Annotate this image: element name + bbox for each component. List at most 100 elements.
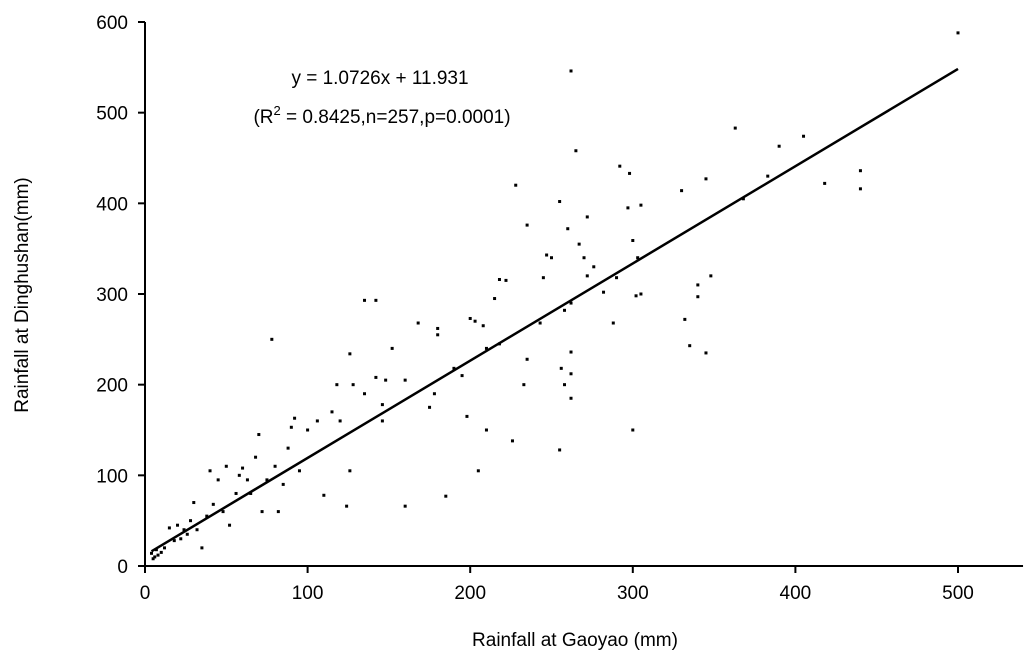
data-point [156,553,160,557]
data-point [514,183,518,187]
data-point [351,383,355,387]
data-point [150,551,154,555]
y-tick-label: 100 [96,466,128,487]
data-point [602,290,606,294]
y-tick-label: 200 [96,376,128,397]
data-point [221,510,225,514]
data-point [270,337,274,341]
data-point [159,550,163,554]
data-point [704,177,708,181]
data-point [704,351,708,355]
data-point [465,414,469,418]
y-tick-label: 300 [96,285,128,306]
data-point [558,448,562,452]
y-axis-title: Rainfall at Dinghushan(mm) [12,177,33,413]
data-point [403,504,407,508]
data-point [525,223,529,227]
data-point [639,292,643,296]
data-point [858,169,862,173]
data-point [611,321,615,325]
data-point [563,383,567,387]
data-point [273,464,277,468]
data-point [497,277,501,281]
data-point [680,189,684,193]
x-tick-label: 500 [942,583,974,604]
data-point [497,342,501,346]
data-point [823,181,827,185]
data-point [683,317,687,321]
data-point [504,278,508,282]
data-point [709,274,713,278]
data-point [380,403,384,407]
data-point [766,174,770,178]
data-point [179,537,183,541]
data-point [154,548,158,552]
data-point [436,326,440,330]
data-point [254,455,258,459]
data-point [634,294,638,298]
data-point [363,298,367,302]
data-point [315,419,319,423]
data-point [363,392,367,396]
data-point [569,69,573,73]
data-point [151,557,155,561]
data-point [473,319,477,323]
data-point [569,301,573,305]
data-point [956,31,960,35]
data-point [306,428,310,432]
data-point [639,203,643,207]
data-point [345,504,349,508]
data-point [234,491,238,495]
data-point [858,187,862,191]
data-point [631,428,635,432]
data-point [189,519,193,523]
data-point [428,405,432,409]
x-tick-label: 400 [780,583,812,604]
data-point [618,164,622,168]
data-point [476,469,480,473]
data-point [260,510,264,514]
data-point [631,239,635,243]
data-point [216,478,220,482]
y-tick-label: 600 [96,13,128,34]
data-point [335,383,339,387]
data-point [257,433,261,437]
data-point [176,523,180,527]
data-point [626,206,630,210]
data-point [566,227,570,231]
y-tick-label: 500 [96,104,128,125]
data-point [559,366,563,370]
data-point [569,372,573,376]
data-point [293,416,297,420]
data-point [585,274,589,278]
data-point [390,346,394,350]
stats-superscript: 2 [274,103,281,118]
data-point [384,378,388,382]
data-point [538,321,542,325]
data-point [493,297,497,301]
data-point [444,494,448,498]
data-point [172,539,176,543]
data-point [380,419,384,423]
data-point [330,410,334,414]
data-point [615,276,619,280]
data-point [582,256,586,260]
data-point [510,439,514,443]
data-point [481,324,485,328]
data-point [696,283,700,287]
data-point [577,242,581,246]
data-point [777,144,781,148]
data-point [289,425,293,429]
data-point [182,528,186,532]
data-point [416,321,420,325]
data-point [167,526,171,530]
x-axis-title: Rainfall at Gaoyao (mm) [472,630,678,651]
data-point [541,276,545,280]
data-point [550,256,553,260]
data-point [432,392,436,396]
data-point [245,478,249,482]
data-point [200,546,204,550]
data-point [403,378,407,382]
y-tick-label: 400 [96,194,128,215]
